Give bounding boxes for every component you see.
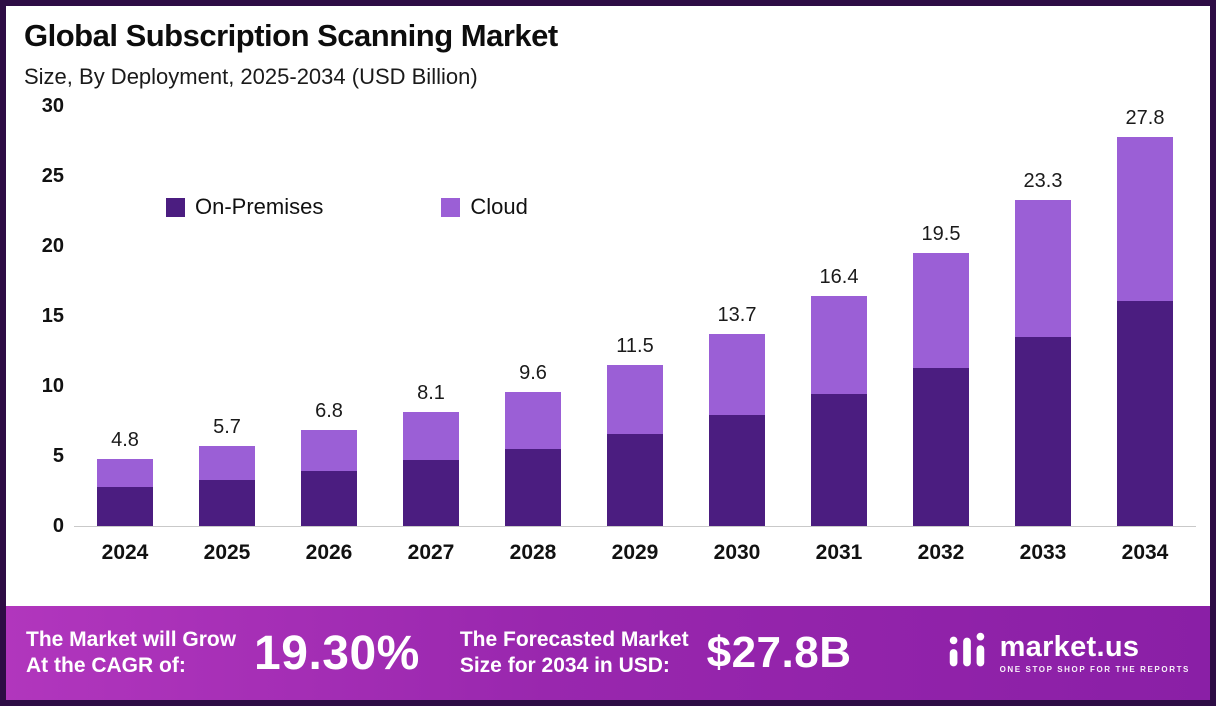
cagr-label: The Market will Grow At the CAGR of:	[26, 627, 237, 677]
bar-total-label: 8.1	[417, 382, 445, 404]
bar-total-label: 16.4	[819, 266, 859, 288]
bar-segment-cloud	[403, 412, 459, 460]
legend-label: On-Premises	[195, 194, 324, 219]
bar-total-label: 5.7	[213, 416, 241, 438]
bar-segment-on-premises	[97, 487, 153, 526]
stacked-bar	[1117, 137, 1173, 526]
bar-total-label: 13.7	[717, 304, 757, 326]
bar-column: 6.8	[278, 400, 380, 526]
bar-total-label: 11.5	[616, 335, 654, 357]
bar-column: 4.8	[74, 429, 176, 526]
bar-segment-on-premises	[811, 394, 867, 526]
bar-total-label: 4.8	[111, 429, 139, 451]
x-tick-label: 2031	[815, 541, 863, 564]
brand-logo: market.us ONE STOP SHOP FOR THE REPORTS	[944, 628, 1190, 679]
bar-segment-on-premises	[1117, 301, 1173, 526]
bar-total-label: 23.3	[1023, 170, 1063, 192]
legend-swatch	[441, 197, 461, 217]
x-tick-label: 2033	[1019, 541, 1067, 564]
page-title: Global Subscription Scanning Market	[24, 18, 558, 53]
bar-column: 8.1	[380, 382, 482, 526]
bar-segment-cloud	[607, 365, 663, 434]
bar-segment-on-premises	[709, 415, 765, 526]
bar-total-label: 9.6	[519, 362, 547, 384]
bar-segment-on-premises	[1015, 337, 1071, 526]
stacked-bar	[709, 334, 765, 526]
stacked-bar-chart: 30 25 20 15 10 5 0 On-Premises Cloud 4.8 5.7 6.8 8…	[6, 90, 1210, 606]
bar-segment-on-premises	[505, 449, 561, 526]
brand-tagline: ONE STOP SHOP FOR THE REPORTS	[999, 664, 1190, 674]
bar-column: 11.5	[584, 335, 686, 526]
x-tick-label: 2024	[101, 541, 149, 564]
stacked-bar	[403, 412, 459, 526]
x-axis-labels: 2024 2025 2026 2027 2028 2029 2030 2031 2032 2033…	[74, 541, 1196, 565]
bar-segment-cloud	[505, 392, 561, 449]
stacked-bar	[1015, 200, 1071, 526]
x-tick-label: 2028	[509, 541, 557, 564]
bar-segment-cloud	[709, 334, 765, 415]
bar-column: 5.7	[176, 416, 278, 526]
bar-segment-cloud	[1117, 137, 1173, 301]
stacked-bar	[913, 253, 969, 526]
bar-total-label: 6.8	[315, 400, 343, 422]
bar-segment-on-premises	[301, 471, 357, 526]
legend-label: Cloud	[470, 194, 528, 219]
x-tick-label: 2027	[407, 541, 455, 564]
stacked-bar	[301, 430, 357, 526]
bar-segment-cloud	[811, 296, 867, 394]
bar-column: 23.3	[992, 170, 1094, 526]
stacked-bar	[811, 296, 867, 526]
legend-item-on-premises: On-Premises	[166, 194, 323, 220]
stacked-bar	[97, 459, 153, 526]
chart-subtitle: Size, By Deployment, 2025-2034 (USD Bill…	[24, 64, 478, 89]
forecast-value: $27.8B	[706, 628, 852, 677]
bar-total-label: 19.5	[921, 223, 961, 245]
legend-swatch	[166, 197, 185, 217]
bar-segment-on-premises	[199, 480, 255, 526]
legend-item-cloud: Cloud	[441, 194, 528, 220]
x-tick-label: 2034	[1121, 541, 1169, 564]
x-tick-label: 2029	[611, 541, 659, 564]
bar-column: 9.6	[482, 362, 584, 526]
plot-area: On-Premises Cloud 4.8 5.7 6.8 8.1 9.6 11.5 13.7…	[74, 106, 1196, 606]
chart-header: Global Subscription Scanning Market Size…	[6, 6, 1210, 90]
y-axis: 30 25 20 15 10 5 0	[41, 95, 64, 537]
x-tick-label: 2025	[203, 541, 251, 564]
bars-area: 4.8 5.7 6.8 8.1 9.6 11.5 13.7 16.4 19.5 23.3 27.8	[74, 106, 1196, 527]
stacked-bar	[505, 392, 561, 526]
bar-column: 27.8	[1094, 107, 1196, 526]
marketus-icon	[944, 628, 990, 679]
brand-name: market.us	[999, 630, 1140, 663]
bar-segment-cloud	[97, 459, 153, 487]
bar-segment-cloud	[913, 253, 969, 368]
cagr-value: 19.30%	[254, 626, 420, 680]
bar-segment-cloud	[301, 430, 357, 471]
forecast-label: The Forecasted Market Size for 2034 in U…	[459, 627, 689, 677]
chart-legend: On-Premises Cloud	[166, 194, 528, 220]
stacked-bar	[607, 365, 663, 526]
footer-banner: The Market will Grow At the CAGR of: 19.…	[6, 606, 1210, 700]
bar-column: 13.7	[686, 304, 788, 526]
x-tick-label: 2026	[305, 541, 353, 564]
bar-column: 19.5	[890, 223, 992, 526]
bar-segment-cloud	[199, 446, 255, 480]
bar-column: 16.4	[788, 266, 890, 526]
bar-segment-on-premises	[913, 368, 969, 526]
x-tick-label: 2030	[713, 541, 761, 564]
bar-total-label: 27.8	[1125, 107, 1165, 129]
bar-segment-cloud	[1015, 200, 1071, 337]
bar-segment-on-premises	[607, 434, 663, 526]
x-tick-label: 2032	[917, 541, 965, 564]
bar-segment-on-premises	[403, 460, 459, 526]
stacked-bar	[199, 446, 255, 526]
